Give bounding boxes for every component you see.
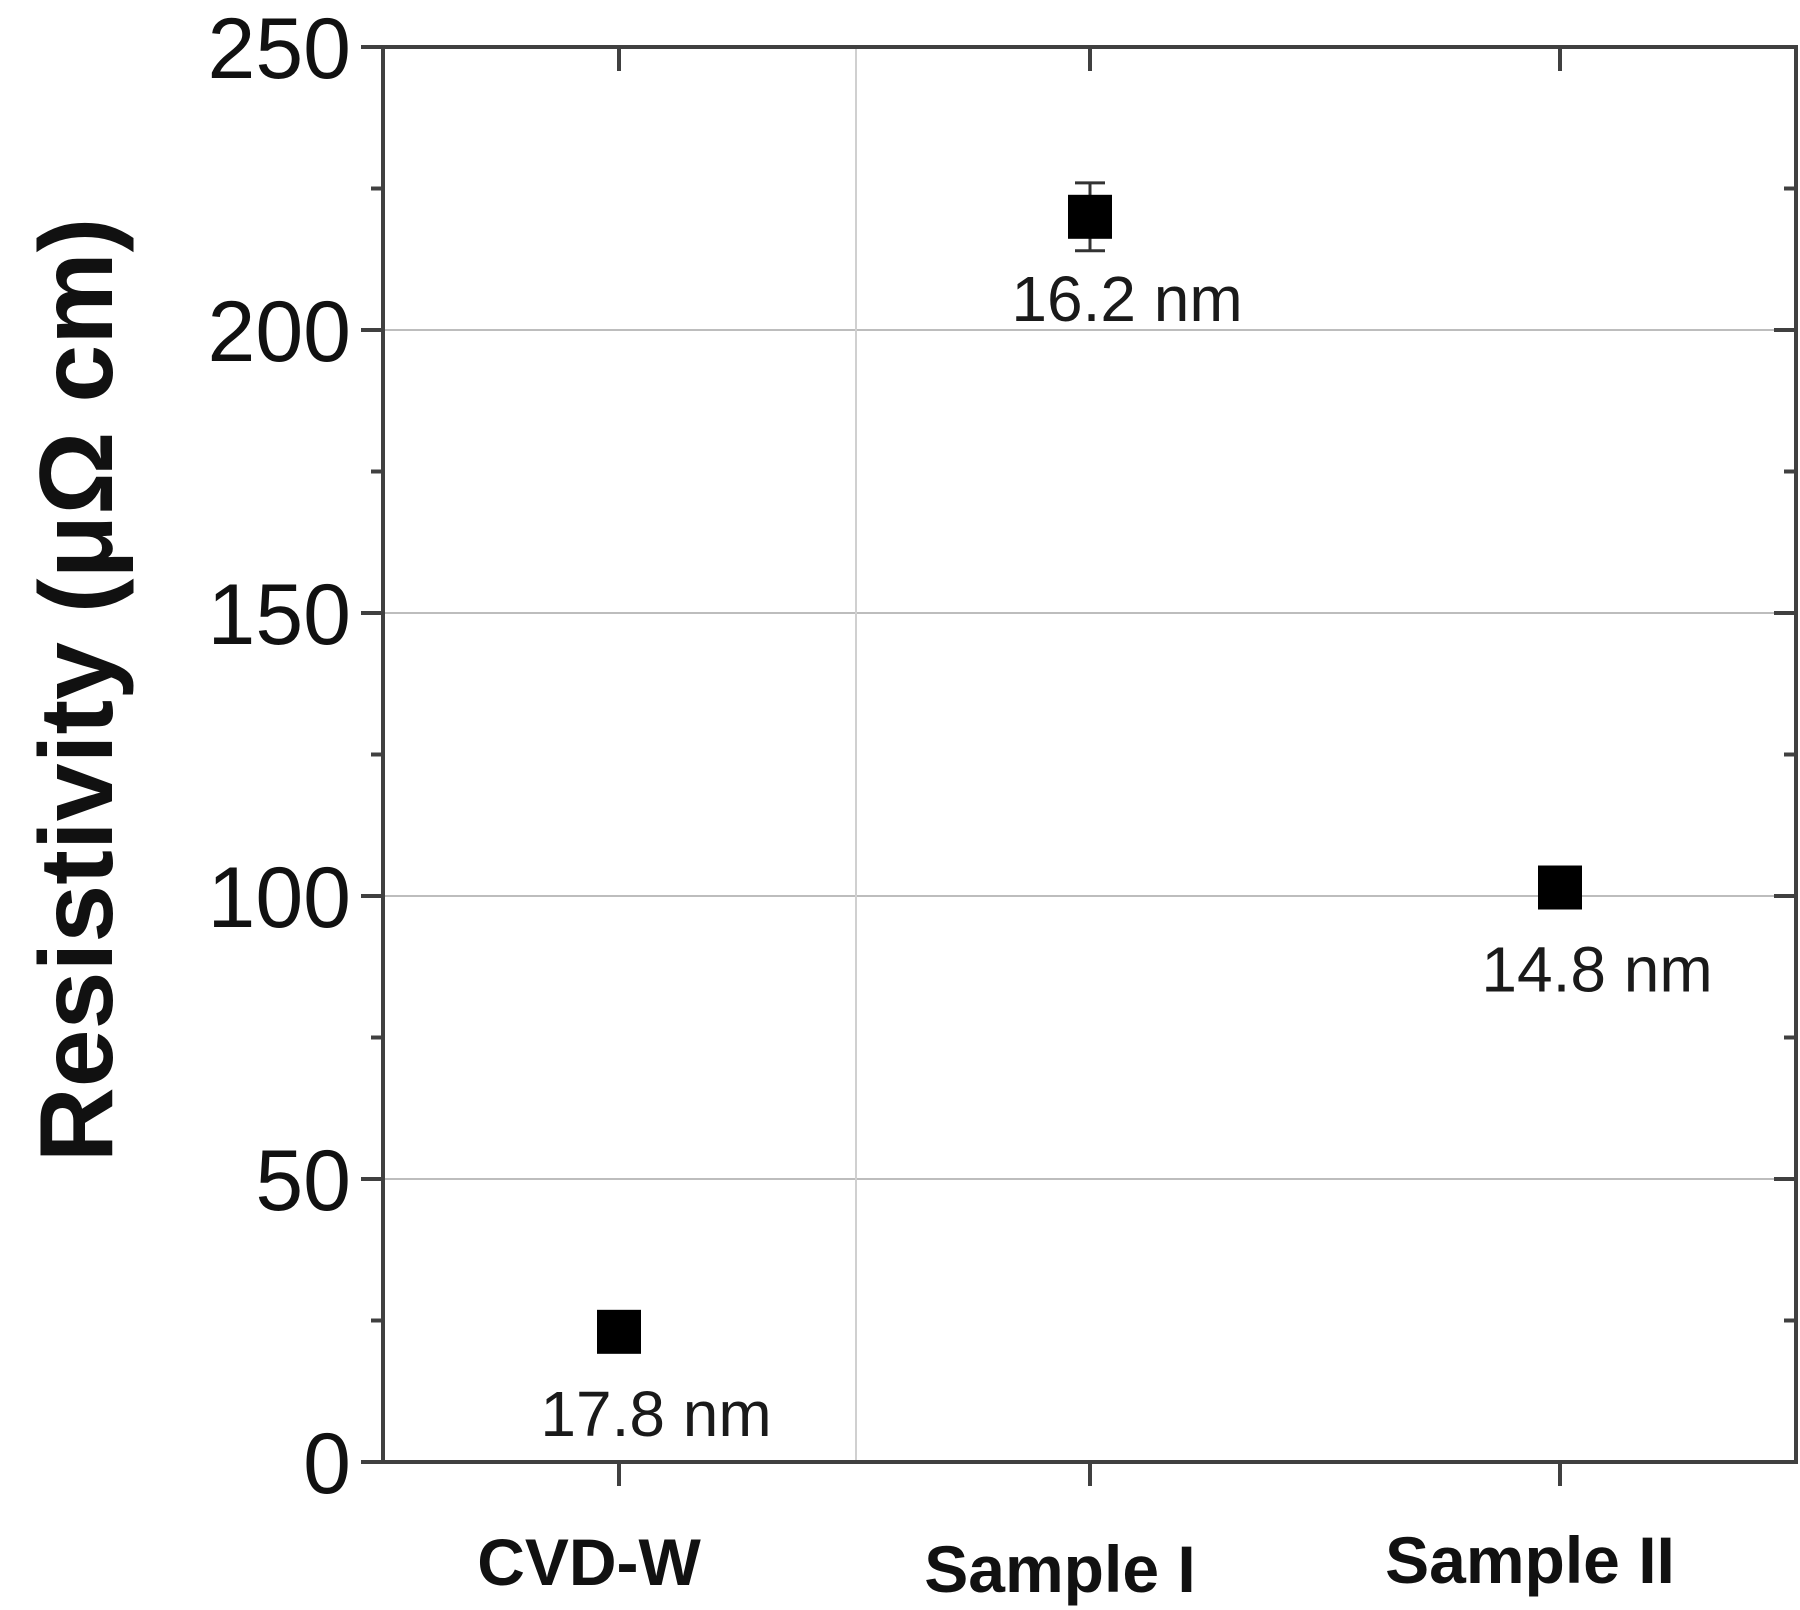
grid-lines — [383, 47, 1796, 1462]
data-point: 17.8 nm — [540, 1309, 772, 1450]
plot-frame — [381, 45, 1798, 1464]
data-point: 14.8 nm — [1481, 865, 1713, 1006]
thickness-annotation: 16.2 nm — [1011, 263, 1242, 335]
y-tick-label: 0 — [303, 1416, 351, 1512]
x-category-label: CVD-W — [477, 1525, 701, 1599]
y-axis-ticks: 0 50 100 150 200 250 — [208, 1, 1796, 1512]
square-marker-icon — [1538, 865, 1582, 910]
plot-axes — [381, 45, 1798, 1464]
y-tick-label: 150 — [208, 567, 352, 663]
x-category-label: Sample I — [924, 1532, 1195, 1606]
y-tick-label: 250 — [208, 1, 352, 97]
y-axis-title: Resistivity (μΩ cm) — [19, 218, 135, 1163]
x-axis-ticks: CVD-W Sample I Sample II — [477, 47, 1675, 1606]
data-points: 17.8 nm 16.2 nm 14.8 nm — [540, 181, 1713, 1450]
y-tick-label: 100 — [208, 850, 352, 946]
square-marker-icon — [597, 1309, 641, 1354]
thickness-annotation: 17.8 nm — [540, 1378, 771, 1450]
thickness-annotation: 14.8 nm — [1481, 934, 1712, 1006]
data-point: 16.2 nm — [1011, 181, 1243, 335]
y-tick-label: 50 — [255, 1133, 351, 1229]
square-marker-icon — [1068, 194, 1112, 239]
x-category-label: Sample II — [1385, 1523, 1675, 1597]
y-tick-label: 200 — [208, 284, 352, 380]
